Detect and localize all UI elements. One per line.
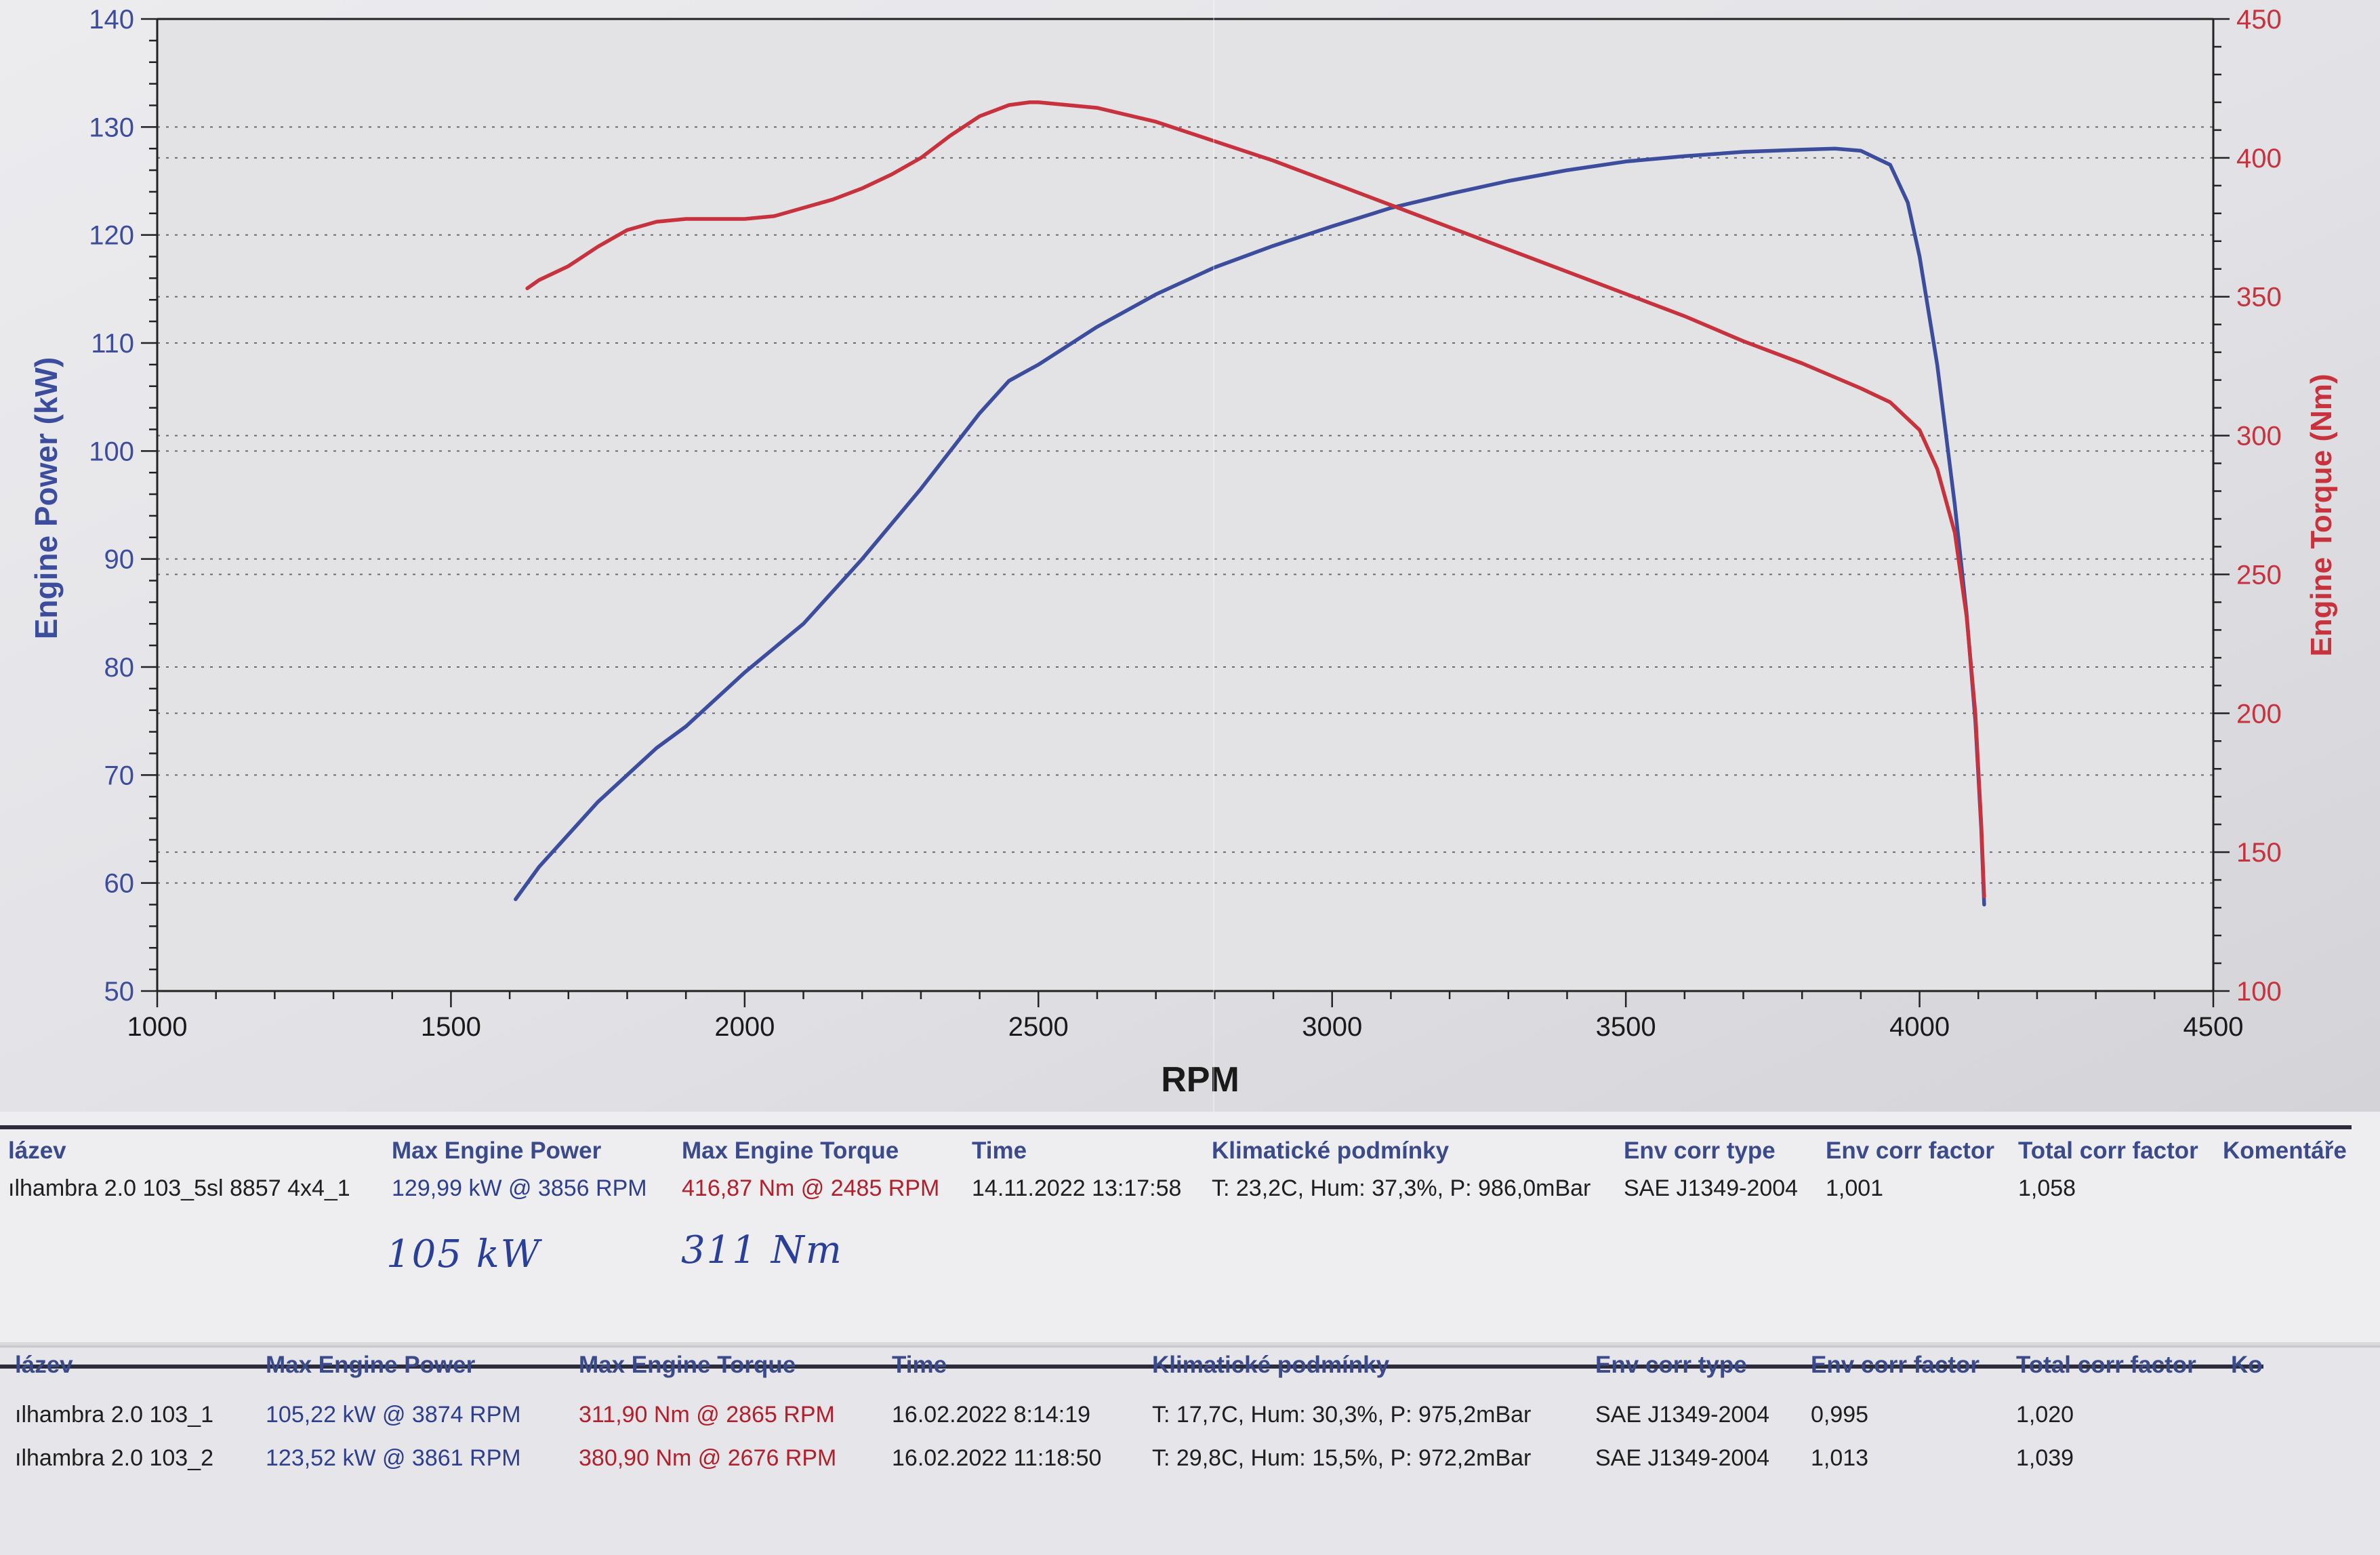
sheet2-row1-cell-0: ılhambra 2.0 103_2 bbox=[15, 1445, 213, 1471]
sheet2-row1-cell-2: 380,90 Nm @ 2676 RPM bbox=[579, 1445, 837, 1471]
y-left-tick-label: 80 bbox=[104, 653, 135, 683]
y-left-tick-label: 50 bbox=[104, 977, 135, 1007]
y-right-tick-label: 150 bbox=[2236, 838, 2282, 868]
sheet1-header-0: lázev bbox=[8, 1137, 66, 1164]
sheet1-cell-4: T: 23,2C, Hum: 37,3%, P: 986,0mBar bbox=[1212, 1175, 1591, 1201]
sheet2-row0-cell-3: 16.02.2022 8:14:19 bbox=[892, 1402, 1091, 1428]
y-right-axis-title: Engine Torque (Nm) bbox=[2305, 373, 2338, 656]
torque-curve bbox=[525, 100, 1986, 899]
x-tick-label: 1000 bbox=[127, 1012, 188, 1042]
y-right-tick-label: 450 bbox=[2236, 5, 2282, 35]
y-right-tick-label: 200 bbox=[2236, 699, 2282, 729]
sheet1-header-4: Klimatické podmínky bbox=[1212, 1137, 1450, 1164]
y-left-axis-title: Engine Power (kW) bbox=[28, 357, 64, 640]
sheet2-header-2: Max Engine Torque bbox=[579, 1352, 796, 1378]
dyno-chart: 1000 1500 2000 2500 3000 3500 4000 4500 50 60 70 80… bbox=[0, 0, 2380, 1112]
sheet2-header-6: Env corr factor bbox=[1811, 1352, 1979, 1378]
y-left-tick-label: 100 bbox=[89, 437, 134, 466]
sheet2-row1-cell-5: SAE J1349-2004 bbox=[1595, 1445, 1770, 1471]
y-right-tick-label: 300 bbox=[2236, 422, 2282, 451]
sheet2-row0-cell-0: ılhambra 2.0 103_1 bbox=[15, 1402, 213, 1428]
handwritten-torque-note: 311 Nm bbox=[681, 1228, 843, 1272]
sheet1-cell-0: ılhambra 2.0 103_5sl 8857 4x4_1 bbox=[8, 1175, 350, 1201]
sheet1-cell-6: 1,001 bbox=[1826, 1175, 1884, 1201]
plot-area bbox=[157, 19, 2213, 991]
sheet2-header-8: Ko bbox=[2231, 1352, 2263, 1378]
sheet2-header-3: Time bbox=[892, 1352, 947, 1378]
x-tick-label: 2000 bbox=[714, 1012, 775, 1042]
y-left-tick-label: 70 bbox=[104, 761, 135, 790]
y-right-tick-label: 400 bbox=[2236, 144, 2282, 174]
sheet1-header-6: Env corr factor bbox=[1826, 1137, 1994, 1164]
sheet2-row0-cell-6: 0,995 bbox=[1811, 1402, 1869, 1428]
header-rule bbox=[0, 1365, 2263, 1369]
axis-ticks bbox=[141, 18, 2230, 1007]
sheet2-header-0: lázev bbox=[15, 1352, 73, 1378]
y-right-tick-label: 350 bbox=[2236, 283, 2282, 312]
x-tick-label: 1500 bbox=[421, 1012, 481, 1042]
sheet1-header-3: Time bbox=[972, 1137, 1027, 1164]
chart-series bbox=[514, 100, 1986, 907]
y-left-tick-label: 110 bbox=[91, 329, 134, 359]
power-curve bbox=[514, 146, 1986, 907]
sheet1-header-8: Komentáře bbox=[2223, 1137, 2347, 1164]
x-tick-label: 4000 bbox=[1889, 1012, 1950, 1042]
sheet1-header-5: Env corr type bbox=[1624, 1137, 1776, 1164]
sheet2-header-1: Max Engine Power bbox=[266, 1352, 476, 1378]
y-left-tick-label: 90 bbox=[104, 545, 135, 575]
x-tick-label: 2500 bbox=[1008, 1012, 1069, 1042]
x-axis-title: RPM bbox=[1161, 1060, 1239, 1099]
sheet2-header-4: Klimatické podmínky bbox=[1152, 1352, 1390, 1378]
sheet2-row0-cell-7: 1,020 bbox=[2016, 1402, 2074, 1428]
results-sheet-2: lázev Max Engine Power Max Engine Torque Ti… bbox=[0, 1346, 2380, 1555]
sheet1-cell-5: SAE J1349-2004 bbox=[1624, 1175, 1799, 1201]
y-right-tick-label: 100 bbox=[2236, 977, 2282, 1007]
x-tick-label: 3500 bbox=[1596, 1012, 1656, 1042]
sheet1-cell-1: 129,99 kW @ 3856 RPM bbox=[392, 1175, 647, 1201]
tick-labels: 1000 1500 2000 2500 3000 3500 4000 4500 50 60 70 80… bbox=[89, 5, 2282, 1042]
x-tick-label: 4500 bbox=[2183, 1012, 2244, 1042]
sheet2-row0-cell-4: T: 17,7C, Hum: 30,3%, P: 975,2mBar bbox=[1152, 1402, 1532, 1428]
y-left-tick-label: 140 bbox=[89, 5, 134, 35]
sheet1-header-2: Max Engine Torque bbox=[682, 1137, 899, 1164]
sheet2-header-5: Env corr type bbox=[1595, 1352, 1747, 1378]
sheet1-cell-2: 416,87 Nm @ 2485 RPM bbox=[682, 1175, 940, 1201]
sheet1-cell-3: 14.11.2022 13:17:58 bbox=[972, 1175, 1182, 1201]
x-tick-label: 3000 bbox=[1302, 1012, 1362, 1042]
sheet2-row1-cell-1: 123,52 kW @ 3861 RPM bbox=[266, 1445, 521, 1471]
sheet2-row0-cell-1: 105,22 kW @ 3874 RPM bbox=[266, 1402, 521, 1428]
sheet2-row1-cell-3: 16.02.2022 11:18:50 bbox=[892, 1445, 1102, 1471]
sheet1-header-7: Total corr factor bbox=[2018, 1137, 2198, 1164]
sheet2-row0-cell-2: 311,90 Nm @ 2865 RPM bbox=[579, 1402, 835, 1428]
sheet2-row1-cell-6: 1,013 bbox=[1811, 1445, 1869, 1471]
y-left-tick-label: 60 bbox=[104, 869, 135, 899]
plot-frame bbox=[156, 18, 2215, 992]
results-sheet-1: lázev Max Engine Power Max Engine Torque Ti… bbox=[0, 1112, 2380, 1342]
y-left-tick-label: 130 bbox=[89, 113, 134, 142]
y-left-tick-label: 120 bbox=[89, 221, 134, 251]
handwritten-power-note: 105 kW bbox=[386, 1232, 541, 1276]
sheet2-row0-cell-5: SAE J1349-2004 bbox=[1595, 1402, 1770, 1428]
sheet2-row1-cell-4: T: 29,8C, Hum: 15,5%, P: 972,2mBar bbox=[1152, 1445, 1532, 1471]
paper-fold bbox=[1213, 0, 1214, 1112]
sheet2-header-7: Total corr factor bbox=[2016, 1352, 2196, 1378]
header-rule bbox=[0, 1125, 2352, 1129]
sheet1-cell-7: 1,058 bbox=[2018, 1175, 2076, 1201]
sheet1-header-1: Max Engine Power bbox=[392, 1137, 602, 1164]
sheet2-row1-cell-7: 1,039 bbox=[2016, 1445, 2074, 1471]
y-right-tick-label: 250 bbox=[2236, 560, 2282, 590]
